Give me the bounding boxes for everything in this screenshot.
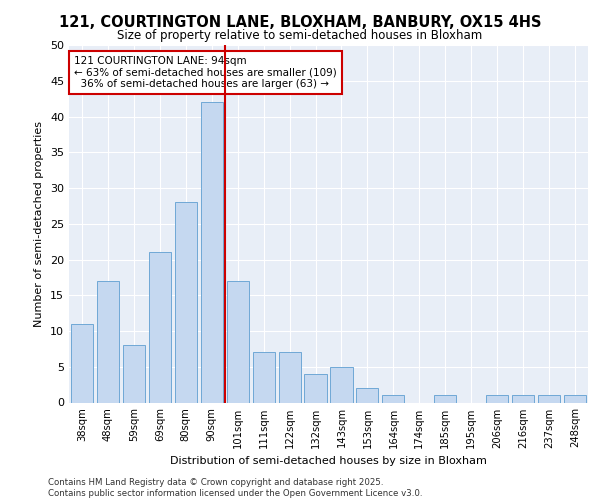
Bar bbox=[356, 388, 379, 402]
Text: 121 COURTINGTON LANE: 94sqm
← 63% of semi-detached houses are smaller (109)
  36: 121 COURTINGTON LANE: 94sqm ← 63% of sem… bbox=[74, 56, 337, 89]
Text: Contains HM Land Registry data © Crown copyright and database right 2025.
Contai: Contains HM Land Registry data © Crown c… bbox=[48, 478, 422, 498]
Bar bbox=[304, 374, 326, 402]
Bar bbox=[71, 324, 93, 402]
Text: Size of property relative to semi-detached houses in Bloxham: Size of property relative to semi-detach… bbox=[118, 29, 482, 42]
Bar bbox=[200, 102, 223, 403]
Bar bbox=[434, 396, 457, 402]
Bar bbox=[564, 396, 586, 402]
Bar bbox=[512, 396, 534, 402]
X-axis label: Distribution of semi-detached houses by size in Bloxham: Distribution of semi-detached houses by … bbox=[170, 456, 487, 466]
Bar bbox=[538, 396, 560, 402]
Bar bbox=[331, 367, 353, 402]
Bar bbox=[123, 346, 145, 403]
Bar bbox=[253, 352, 275, 403]
Bar bbox=[175, 202, 197, 402]
Y-axis label: Number of semi-detached properties: Number of semi-detached properties bbox=[34, 120, 44, 327]
Bar bbox=[486, 396, 508, 402]
Bar bbox=[227, 281, 249, 402]
Text: 121, COURTINGTON LANE, BLOXHAM, BANBURY, OX15 4HS: 121, COURTINGTON LANE, BLOXHAM, BANBURY,… bbox=[59, 15, 541, 30]
Bar bbox=[97, 281, 119, 402]
Bar bbox=[382, 396, 404, 402]
Bar bbox=[149, 252, 171, 402]
Bar bbox=[278, 352, 301, 403]
